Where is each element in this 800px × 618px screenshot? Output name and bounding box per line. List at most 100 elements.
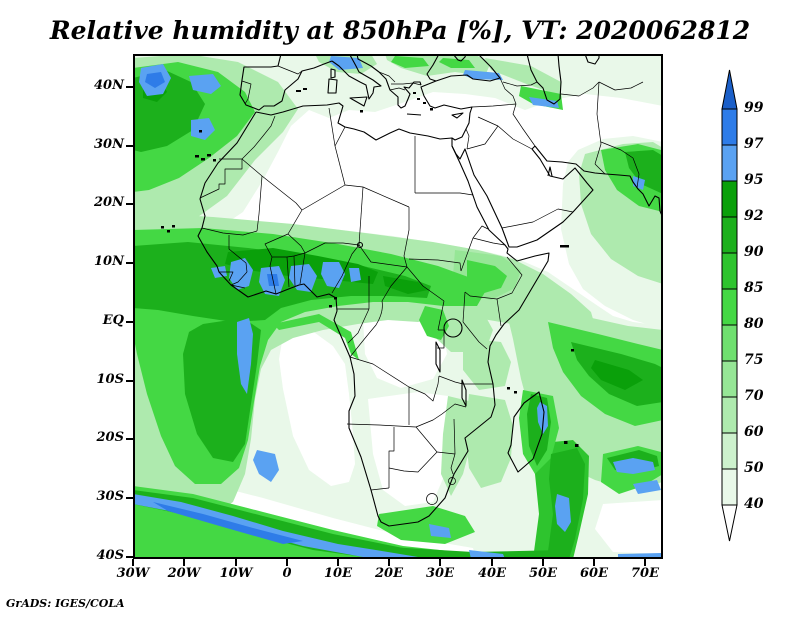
coastlines — [435, 341, 441, 373]
island-specks — [161, 226, 164, 229]
x-axis-tick — [286, 559, 288, 566]
humidity-field — [349, 268, 361, 282]
humidity-field — [133, 486, 563, 559]
humidity-field — [191, 118, 215, 140]
humidity-field — [383, 276, 428, 294]
island-specks — [329, 305, 332, 308]
y-axis-tick — [126, 438, 133, 440]
colorbar-arrow-bottom — [721, 504, 738, 542]
country-borders — [598, 81, 644, 91]
colorbar-segment — [721, 180, 738, 218]
colorbar-label: 90 — [744, 244, 764, 260]
humidity-field — [529, 97, 559, 108]
country-borders — [469, 295, 498, 300]
y-axis-label: 10N — [94, 254, 124, 269]
country-borders — [415, 192, 474, 196]
y-axis-label: 20S — [96, 430, 124, 445]
country-borders — [264, 233, 289, 258]
x-axis-tick — [439, 559, 441, 566]
y-axis-tick — [126, 556, 133, 558]
coastlines — [406, 113, 422, 116]
island-specks — [161, 88, 579, 447]
x-axis-tick — [388, 559, 390, 566]
coastlines — [461, 379, 467, 407]
y-axis-tick — [126, 380, 133, 382]
x-axis-label: 10W — [219, 566, 253, 581]
island-specks — [564, 441, 568, 444]
humidity-field — [463, 70, 503, 80]
x-axis-label: 50E — [529, 566, 557, 581]
country-borders — [512, 103, 536, 147]
country-borders — [241, 158, 303, 211]
country-borders — [450, 453, 456, 475]
coastlines — [507, 391, 545, 473]
country-borders — [228, 235, 248, 273]
colorbar-segment — [721, 288, 738, 326]
humidity-field — [469, 550, 505, 559]
country-borders — [426, 493, 438, 505]
colorbar-segment — [721, 216, 738, 254]
y-axis-label: 40N — [94, 78, 124, 93]
x-axis-tick — [235, 559, 237, 566]
x-axis-tick — [337, 559, 339, 566]
x-axis-tick — [644, 559, 646, 566]
country-borders — [594, 81, 602, 165]
humidity-field — [145, 72, 165, 88]
country-borders — [403, 207, 410, 268]
country-borders — [460, 237, 474, 272]
map-field — [133, 54, 663, 559]
colorbar-label: 92 — [744, 208, 764, 224]
x-axis-label: 20E — [375, 566, 403, 581]
colorbar-label: 97 — [744, 136, 764, 152]
humidity-field — [441, 396, 473, 496]
country-borders — [286, 256, 290, 288]
island-specks — [167, 230, 170, 233]
y-axis-label: 40S — [96, 548, 124, 563]
humidity-field — [237, 318, 253, 394]
colorbar-segment — [721, 108, 738, 146]
island-specks — [201, 158, 205, 161]
colorbar-label: 40 — [744, 496, 764, 512]
x-axis-label: 70E — [631, 566, 659, 581]
colorbar-label: 70 — [744, 388, 764, 404]
humidity-field — [189, 74, 221, 94]
x-axis-label: 30E — [426, 566, 454, 581]
humidity-field — [133, 494, 418, 557]
country-borders — [462, 291, 466, 323]
humidity-field — [591, 360, 643, 390]
x-axis-label: 30W — [116, 566, 150, 581]
country-borders — [415, 426, 438, 453]
x-axis-tick — [132, 559, 134, 566]
country-borders — [408, 258, 462, 272]
country-borders — [358, 186, 364, 246]
country-borders — [502, 81, 538, 87]
country-borders — [388, 427, 395, 488]
humidity-field — [613, 458, 655, 474]
country-borders — [346, 423, 417, 428]
country-borders — [334, 126, 346, 147]
page-title: Relative humidity at 850hPa [%], VT: 202… — [49, 16, 751, 45]
island-specks — [417, 98, 420, 100]
island-specks — [514, 391, 517, 394]
country-borders — [344, 184, 410, 208]
country-borders — [472, 225, 489, 239]
country-borders — [448, 477, 456, 485]
coastlines — [451, 145, 594, 248]
country-borders — [594, 163, 606, 175]
island-specks — [423, 102, 426, 104]
country-borders — [437, 300, 445, 331]
country-borders — [496, 298, 502, 327]
country-borders — [287, 209, 303, 235]
country-borders — [464, 291, 471, 297]
humidity-field — [537, 402, 548, 434]
country-borders — [199, 159, 243, 199]
humidity-field — [253, 450, 279, 482]
country-borders — [453, 418, 456, 455]
country-borders — [293, 255, 296, 287]
humidity-field — [595, 500, 663, 554]
island-specks — [195, 155, 199, 158]
x-axis-label: 0 — [282, 566, 292, 581]
colorbar-segment — [721, 396, 738, 434]
humidity-field — [133, 54, 663, 559]
country-borders — [304, 242, 360, 254]
